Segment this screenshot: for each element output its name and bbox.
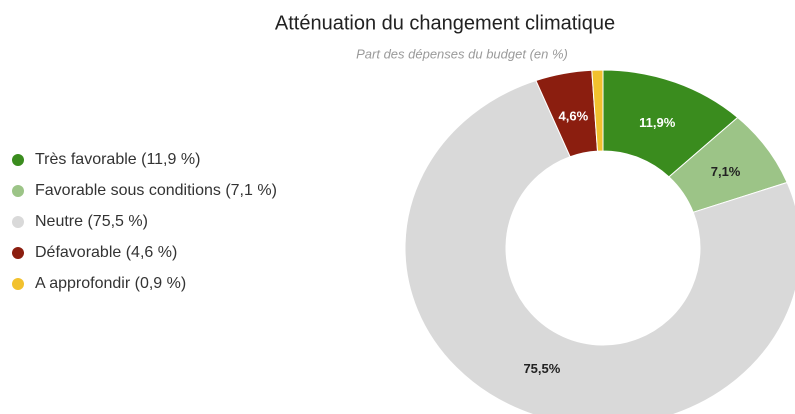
slice-label: 7,1% (711, 164, 741, 179)
donut: 11,9% 7,1% 75,5% 4,6% (404, 69, 795, 414)
chart-title: Atténuation du changement climatique (275, 12, 615, 34)
legend-label: Favorable sous conditions (7,1 %) (35, 182, 277, 199)
legend-marker (12, 154, 24, 166)
slice (404, 79, 795, 414)
legend-label: Très favorable (11,9 %) (35, 151, 200, 168)
legend: Très favorable (11,9 %) Favorable sous co… (12, 151, 277, 292)
legend-marker (12, 278, 24, 290)
slice (591, 69, 604, 152)
slice-label: 11,9% (639, 115, 676, 130)
legend-label: A approfondir (0,9 %) (35, 275, 186, 292)
legend-label: Défavorable (4,6 %) (35, 244, 177, 261)
slice-label: 75,5% (523, 361, 560, 376)
legend-marker (12, 185, 24, 197)
chart-subtitle: Part des dépenses du budget (en %) (356, 46, 568, 61)
legend-label: Neutre (75,5 %) (35, 213, 148, 230)
legend-marker (12, 247, 24, 259)
legend-marker (12, 216, 24, 228)
slice-label: 4,6% (559, 109, 589, 124)
